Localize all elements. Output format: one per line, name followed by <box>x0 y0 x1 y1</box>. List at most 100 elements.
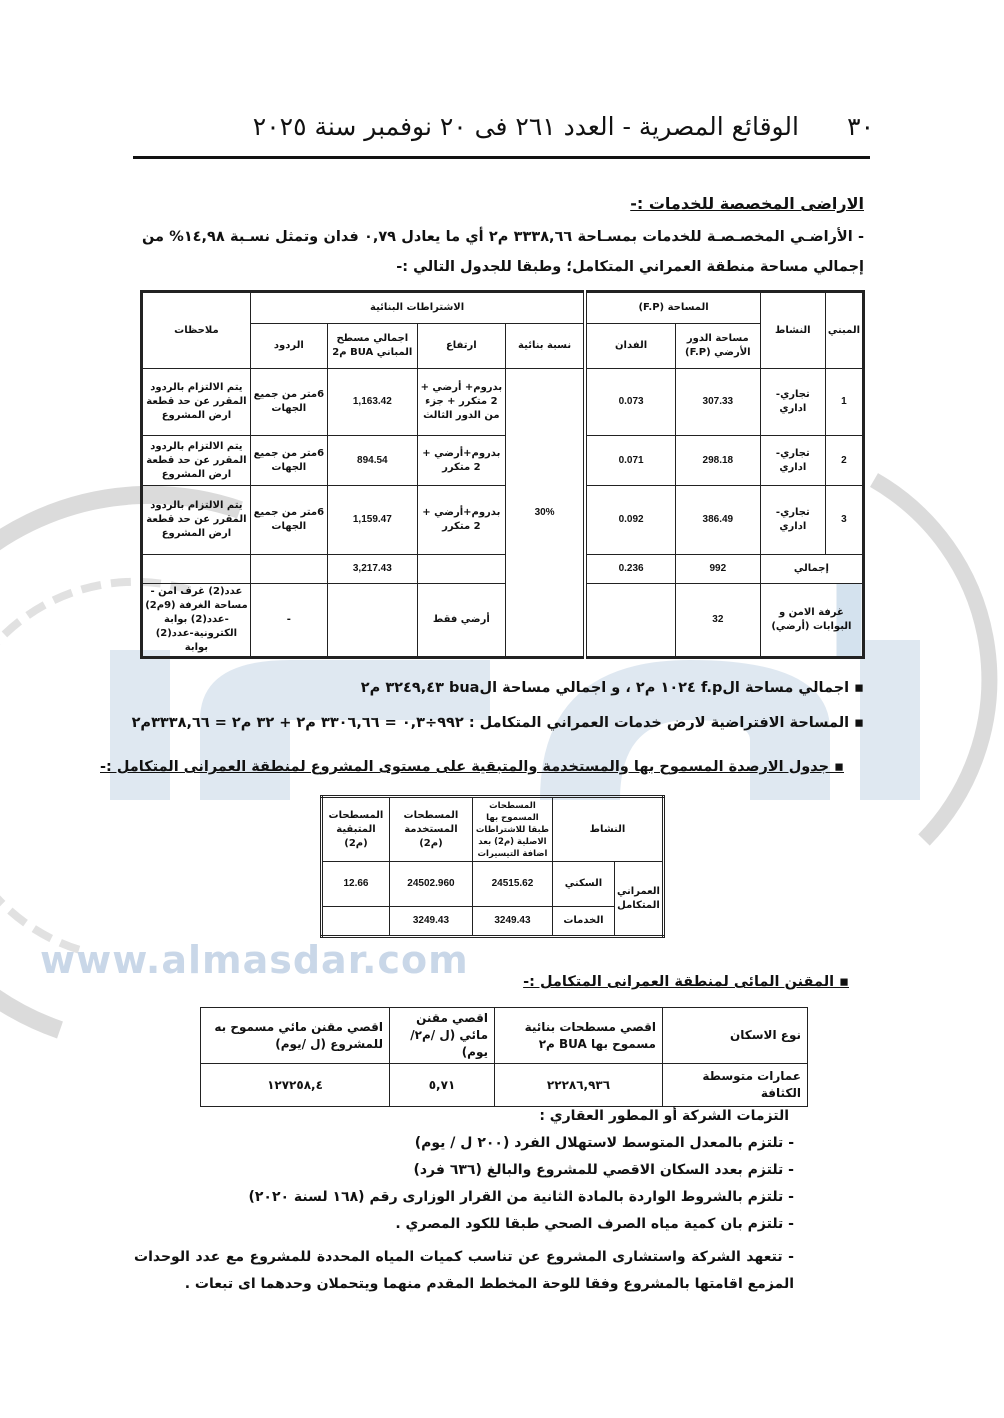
commitment-item: - تلتزم بعدد السكان الاقصي للمشروع والبا… <box>413 1162 794 1178</box>
section-title-service-lands: الاراضى المخصصة للخدمات :- <box>630 194 864 213</box>
feddan: 0.071 <box>583 435 676 486</box>
page-number: ٣٠ <box>847 112 874 141</box>
header-bua: اجمالي مسطح المباني BUA م2 <box>326 323 418 369</box>
header-notes: ملاحظات <box>141 291 251 369</box>
header-height: ارتفاع <box>416 323 506 369</box>
building-number: 1 <box>824 368 865 436</box>
header-max-quota-per-m2: اقصي مقنن مائي (ل /م٢/يوم) <box>389 1007 495 1064</box>
empty-cell <box>326 583 418 658</box>
housing-type: عمارات متوسطة الكثافة <box>662 1063 808 1107</box>
seal-watermark-right <box>870 473 998 846</box>
notes: يتم الالتزام بالردود المقرر عن حد قطعة ا… <box>141 485 251 555</box>
setbacks: 6متر من جميع الجهات <box>249 435 328 486</box>
bua: 894.54 <box>326 435 418 486</box>
header-setbacks: الردود <box>249 323 328 369</box>
header-building: المبني <box>824 291 865 369</box>
used: 3249.43 <box>388 906 473 937</box>
table-row: 2 تجاري-اداري 298.18 0.071 بدروم+أرضي + … <box>141 435 865 486</box>
header-used: المسطحات المستخدمة (م2) <box>388 796 473 862</box>
security-label: غرفة الامن و البوابات (أرضي) <box>759 583 865 658</box>
balances-table: النشاط المسطحات المسموح بها طبقا للاشترا… <box>320 795 665 938</box>
group-label: العمراني المتكامل <box>613 861 665 937</box>
water-quota-table: نوع الاسكان اقصي مسطحات بنائية مسموح بها… <box>200 1007 808 1107</box>
table-row: 1 تجاري-اداري 307.33 0.073 30% بدروم+ أر… <box>141 368 865 658</box>
table-row: الخدمات 3249.43 3249.43 <box>321 906 664 937</box>
header-activity: النشاط <box>551 796 665 862</box>
header-housing-type: نوع الاسكان <box>662 1007 808 1064</box>
allowed: 3249.43 <box>471 906 553 937</box>
notes: يتم الالتزام بالردود المقرر عن حد قطعة ا… <box>141 368 251 436</box>
commitment-item: - تلتزم بان كمية مياه الصرف الصحي طبقا ل… <box>395 1216 794 1232</box>
empty-cell <box>141 554 251 584</box>
bullet-total-area: ▪ اجمالي مساحة الf.p ١٠٢٤ م٢ ، و اجمالي … <box>360 680 864 696</box>
header-allowed: المسطحات المسموح بها طبقا للاشتراطات الا… <box>471 796 553 862</box>
activity: تجاري-اداري <box>759 485 826 555</box>
remaining <box>321 906 390 937</box>
seal-watermark <box>0 485 243 1039</box>
header-activity: النشاط <box>759 291 826 369</box>
setbacks: 6متر من جميع الجهات <box>249 485 328 555</box>
gazette-header: الوقائع المصرية - العدد ٢٦١ فى ٢٠ نوفمبر… <box>252 112 799 141</box>
header-feddan: الفدان <box>583 323 676 369</box>
total-bua: 3,217.43 <box>326 554 418 584</box>
water-quota-title: ▪ المقنن المائى لمنطقة العمرانى المتكامل… <box>523 974 849 990</box>
building-number: 3 <box>824 485 865 555</box>
service-buildings-table: المبني النشاط المساحة (F.P) الاشتراطات ا… <box>140 290 865 659</box>
activity: السكني <box>551 861 615 907</box>
security-row: غرفة الامن و البوابات (أرضي) 32 أرضي فقط… <box>141 583 865 658</box>
allowed: 24515.62 <box>471 861 553 907</box>
table-row: عمارات متوسطة الكثافة ٢٢٢٨٦,٩٣٦ ٥,٧١ ١٢٧… <box>200 1063 808 1107</box>
feddan: 0.073 <box>583 368 676 436</box>
security-setbacks: - <box>249 583 328 658</box>
header-rule <box>133 156 870 159</box>
max-quota-per-m2: ٥,٧١ <box>389 1063 495 1107</box>
height: بدروم+أرضي + 2 متكرر <box>416 435 506 486</box>
building-number: 2 <box>824 435 865 486</box>
commitment-item: - تتعهد الشركة واستشارى المشروع عن تناسب… <box>134 1249 794 1292</box>
commitment-item: - تلتزم بالمعدل المتوسط لاستهلال الفرد (… <box>414 1135 794 1151</box>
security-area: 32 <box>674 583 761 658</box>
almasdar-logo-watermark <box>110 640 920 800</box>
coverage-ratio: 30% <box>504 368 586 658</box>
activity: تجاري-اداري <box>759 435 826 486</box>
total-label: إجمالي <box>759 554 865 584</box>
header-area-group: المساحة (F.P) <box>583 291 761 324</box>
max-quota-project: ١٢٧٢٥٨,٤ <box>200 1063 390 1107</box>
total-feddan: 0.236 <box>583 554 676 584</box>
max-bua: ٢٢٢٨٦,٩٣٦ <box>494 1063 663 1107</box>
bua: 1,163.42 <box>326 368 418 436</box>
header-ground-floor: مساحة الدور الأرضي (F.P) <box>674 323 761 369</box>
header-conditions-group: الاشتراطات البنائية <box>249 291 586 324</box>
bua: 1,159.47 <box>326 485 418 555</box>
ground-floor-area: 298.18 <box>674 435 761 486</box>
header-max-quota-project: اقصي مقنن مائي مسموح به للمشروع (ل /يوم) <box>200 1007 390 1064</box>
commitment-item: - تلتزم بالشروط الواردة بالمادة الثانية … <box>248 1189 794 1205</box>
activity: تجاري-اداري <box>759 368 826 436</box>
used: 24502.960 <box>388 861 473 907</box>
empty-cell <box>249 554 328 584</box>
security-notes: عدد(2) غرف امن - مساحة الغرفة (9م2) -عدد… <box>141 583 251 658</box>
header-coverage: نسبة بنائية <box>504 323 586 369</box>
empty-cell <box>416 554 506 584</box>
empty-cell <box>583 583 676 658</box>
security-height: أرضي فقط <box>416 583 506 658</box>
ground-floor-area: 307.33 <box>674 368 761 436</box>
activity: الخدمات <box>551 906 615 937</box>
header-max-bua: اقصي مسطحات بنائية مسموح بها BUA م٢ <box>494 1007 663 1064</box>
notes: يتم الالتزام بالردود المقرر عن حد قطعة ا… <box>141 435 251 486</box>
feddan: 0.092 <box>583 485 676 555</box>
height: بدروم+ أرضي + 2 متكرر + جزء من الدور الث… <box>416 368 506 436</box>
website-watermark: www.almasdar.com <box>40 938 469 982</box>
header-remaining: المسطحات المتبقية (م2) <box>321 796 390 862</box>
service-lands-paragraph: - الأراضـي المخصـصـة للخدمات بمسـاحة ٣٣٣… <box>142 229 864 275</box>
total-ground-floor-area: 992 <box>674 554 761 584</box>
bullet-balances-title: ▪ جدول الارصدة المسموح بها والمستخدمة وا… <box>100 759 844 775</box>
bullet-virtual-area: ▪ المساحة الافتراضية لارض خدمات العمراني… <box>131 715 864 731</box>
total-row: إجمالي 992 0.236 3,217.43 <box>141 554 865 584</box>
setbacks: 6متر من جميع الجهات <box>249 368 328 436</box>
remaining: 12.66 <box>321 861 390 907</box>
table-row: العمراني المتكامل السكني 24515.62 24502.… <box>321 861 665 937</box>
commitments-title: التزمات الشركة أو المطور العقاري : <box>539 1108 789 1124</box>
height: بدروم+أرضي + 2 متكرر <box>416 485 506 555</box>
ground-floor-area: 386.49 <box>674 485 761 555</box>
